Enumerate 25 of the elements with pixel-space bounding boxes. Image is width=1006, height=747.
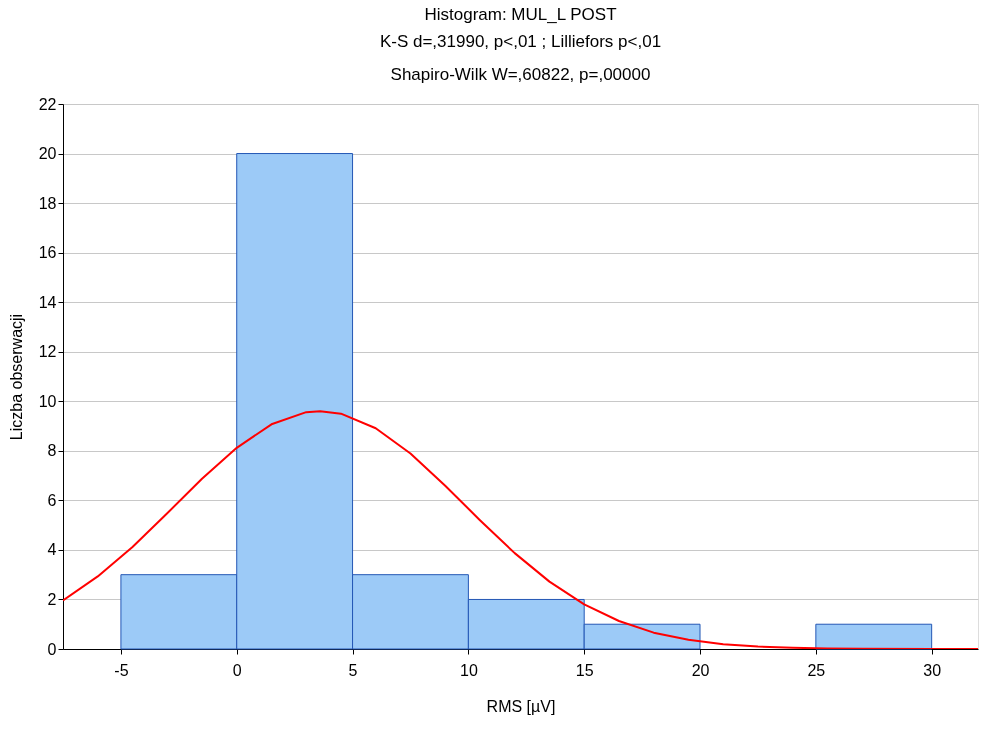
y-tick-label: 12 [38,343,57,361]
x-tick-label: 0 [232,661,242,679]
y-tick-label: 8 [47,442,57,460]
y-tick-label: 22 [38,95,57,113]
x-tick-label: 20 [691,661,710,679]
y-tick-label: 18 [38,194,57,212]
x-tick-label: 25 [807,661,826,679]
y-tick-label: 10 [38,392,57,410]
x-axis-title: RMS [µV] [486,697,556,715]
y-tick-label: 14 [38,293,57,311]
chart-title: Histogram: MUL_L POST [424,5,617,24]
y-tick-label: 20 [38,145,57,163]
y-tick-label: 2 [47,590,57,608]
y-tick-label: 0 [47,640,57,658]
y-axis-title: Liczba obserwacji [7,313,25,441]
y-tick-label: 6 [47,491,57,509]
chart-subtitle: K-S d=,31990, p<,01 ; Lilliefors p<,01 [379,32,662,51]
y-tick-label: 4 [47,541,57,559]
x-tick-label: 10 [459,661,478,679]
x-tick-label: -5 [114,661,129,679]
x-tick-label: 15 [575,661,594,679]
y-tick-label: 16 [38,244,57,262]
x-tick-label: 30 [923,661,942,679]
x-tick-label: 5 [348,661,358,679]
text: Shapiro-Wilk W=,60822, p=,00000 [390,65,651,84]
